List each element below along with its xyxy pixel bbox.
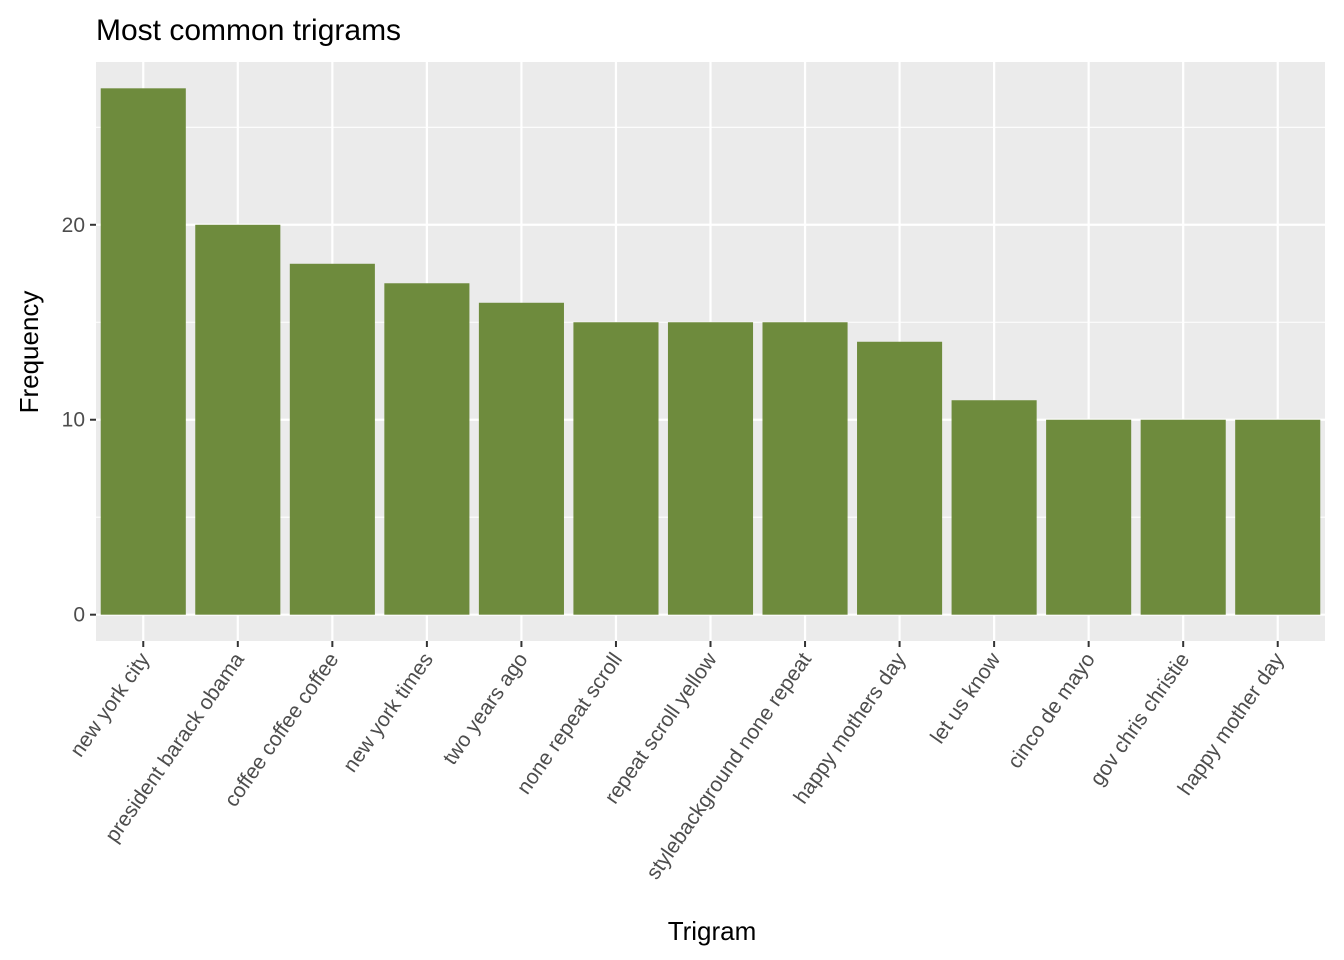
y-axis-title: Frequency bbox=[14, 291, 44, 414]
y-tick-label: 10 bbox=[62, 409, 85, 432]
x-tick-label: happy mother day bbox=[1174, 648, 1290, 799]
x-tick-label: two years ago bbox=[439, 649, 533, 769]
bar bbox=[667, 322, 754, 615]
bar bbox=[1140, 419, 1226, 615]
x-tick-label: cinco de mayo bbox=[1003, 649, 1100, 773]
x-tick-label: new york times bbox=[339, 649, 438, 777]
bar bbox=[100, 88, 186, 615]
bar bbox=[195, 224, 281, 615]
x-tick-label: gov chris christie bbox=[1086, 649, 1195, 790]
bar bbox=[384, 283, 470, 615]
x-tick-label: let us know bbox=[926, 648, 1006, 748]
bar bbox=[1235, 419, 1321, 615]
x-tick-label: none repeat scroll bbox=[512, 649, 627, 799]
bar bbox=[762, 322, 848, 615]
bars bbox=[100, 88, 1321, 615]
bar bbox=[478, 302, 564, 615]
x-tick-label: stylebackground none repeat bbox=[642, 649, 816, 884]
y-axis: 0 10 20 bbox=[62, 214, 96, 627]
bar bbox=[951, 400, 1037, 615]
bar bbox=[857, 341, 943, 615]
bar bbox=[289, 263, 375, 615]
y-tick-label: 20 bbox=[62, 214, 85, 237]
bar bbox=[573, 322, 659, 615]
x-axis-title: Trigram bbox=[668, 916, 757, 946]
y-tick-label: 0 bbox=[73, 604, 85, 627]
x-tick-label: new york city bbox=[66, 648, 155, 761]
chart-title: Most common trigrams bbox=[96, 14, 401, 47]
bar bbox=[1046, 419, 1132, 615]
